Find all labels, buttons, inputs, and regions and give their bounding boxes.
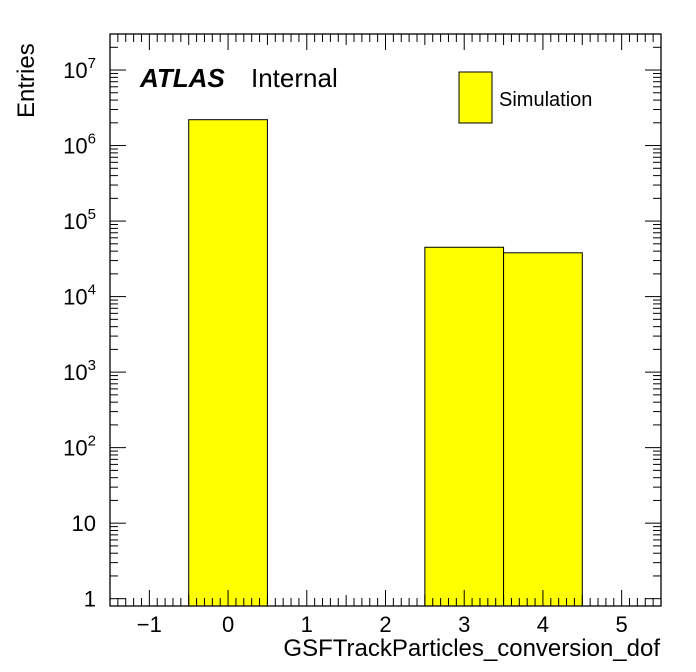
- y-tick-label: 1: [84, 587, 96, 612]
- y-tick-label: 103: [63, 357, 96, 385]
- x-tick-label: −1: [137, 612, 162, 637]
- y-tick-label: 106: [63, 131, 96, 159]
- histogram-bars: [188, 119, 583, 607]
- legend: Simulation: [458, 71, 592, 124]
- legend-swatch-simulation: [458, 71, 493, 124]
- atlas-label: ATLAS: [139, 63, 225, 93]
- x-axis-title: GSFTrackParticles_conversion_dof: [283, 635, 660, 662]
- axis-ticks: [109, 33, 662, 606]
- x-tick-label: 0: [222, 612, 234, 637]
- legend-entry-simulation: Simulation: [499, 89, 592, 111]
- x-tick-labels: −1 0 1 2 3 4 5: [137, 612, 628, 637]
- y-tick-label: 107: [63, 55, 96, 83]
- x-tick-label: 4: [537, 612, 549, 637]
- histogram-bar-2: [503, 252, 583, 607]
- y-tick-label: 102: [63, 433, 96, 461]
- internal-label: Internal: [251, 63, 338, 93]
- x-tick-label: 3: [458, 612, 470, 637]
- x-tick-label: 5: [616, 612, 628, 637]
- y-tick-label: 10: [72, 511, 96, 536]
- y-tick-label: 104: [63, 282, 96, 310]
- histogram-bar-1: [424, 246, 505, 607]
- x-tick-label: 1: [301, 612, 313, 637]
- x-tick-label: 2: [379, 612, 391, 637]
- histogram-bar-0: [188, 119, 268, 607]
- y-axis-title: Entries: [13, 43, 40, 118]
- y-tick-label: 105: [63, 206, 96, 234]
- y-tick-labels: 1 10 102 103 104 105 106 107: [63, 55, 96, 612]
